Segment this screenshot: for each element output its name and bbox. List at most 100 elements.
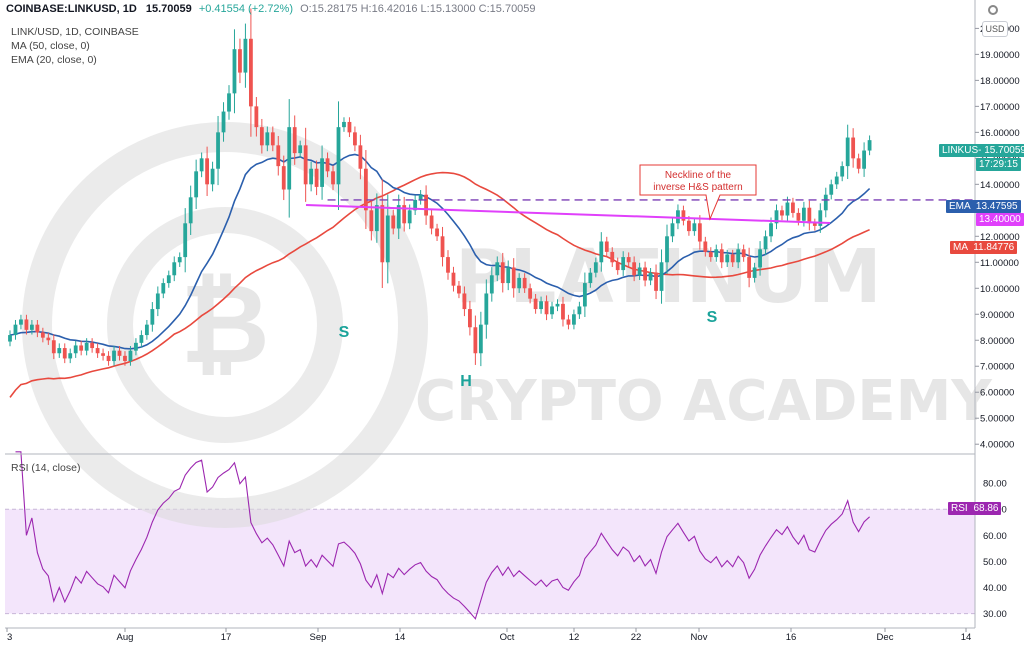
- ma-tag-label: MA: [953, 242, 968, 253]
- candle-body: [582, 283, 587, 307]
- candle-body: [484, 293, 489, 325]
- candle-body: [478, 324, 483, 354]
- candle-body: [374, 205, 379, 232]
- candle-body: [769, 223, 773, 237]
- candle-body: [615, 262, 620, 271]
- ema-line: [9, 153, 871, 350]
- ema-legend-label[interactable]: EMA (20, close, 0): [11, 54, 97, 66]
- candle-body: [353, 132, 357, 146]
- candle-body: [801, 207, 806, 221]
- rsi-layer: [15, 451, 870, 620]
- candle-body: [730, 254, 735, 263]
- candle-body: [19, 319, 23, 325]
- rsi-legend-label[interactable]: RSI (14, close): [11, 462, 81, 474]
- candle-body: [117, 350, 122, 356]
- y-tick-label: 16.00000: [980, 128, 1020, 139]
- candle-body: [210, 168, 215, 185]
- x-tick-label: Nov: [691, 632, 708, 643]
- rsi-tick-label: 50.00: [983, 557, 1007, 568]
- candle-body: [528, 288, 533, 299]
- candle-body: [46, 337, 51, 341]
- watermark-line2: CRYPTO ACADEMY: [415, 369, 993, 434]
- rsi-band: [5, 509, 975, 614]
- candle-body: [561, 303, 565, 320]
- candle-body: [134, 342, 138, 351]
- candle-body: [24, 319, 29, 330]
- candle-body: [320, 158, 324, 187]
- candle-body: [687, 220, 691, 232]
- candle-body: [259, 127, 264, 146]
- ma-tag-value: 11.84776: [973, 242, 1015, 253]
- candle-body: [818, 210, 823, 226]
- candle-body: [648, 272, 653, 281]
- candle-body: [468, 309, 472, 328]
- candle-body: [626, 257, 631, 263]
- candle-body: [287, 127, 292, 190]
- candle-body: [522, 277, 527, 289]
- candle-body: [144, 324, 149, 336]
- header-symbol: COINBASE:LINKUSD, 1D: [6, 3, 137, 15]
- candle-body: [500, 262, 505, 284]
- candle-body: [270, 132, 275, 146]
- candle-body: [254, 106, 259, 128]
- candle-body: [325, 158, 330, 172]
- candle-body: [303, 145, 308, 185]
- rsi-tick-label: 60.00: [983, 531, 1007, 542]
- candle-body: [314, 168, 319, 187]
- x-tick-label: Dec: [877, 632, 894, 643]
- candle-body: [829, 184, 834, 195]
- candle-body: [30, 324, 34, 330]
- candle-body: [172, 262, 177, 276]
- ema-layer: [9, 153, 871, 350]
- candle-body: [57, 348, 62, 354]
- candle-body: [128, 350, 133, 362]
- candle-body: [752, 267, 757, 278]
- candle-body: [249, 38, 253, 107]
- candle-body: [243, 38, 248, 73]
- candle-body: [227, 93, 231, 112]
- candle-body: [544, 301, 549, 315]
- y-tick-label: 10.00000: [980, 284, 1020, 295]
- head-label: H: [460, 373, 472, 390]
- candle-body: [632, 262, 637, 276]
- candle-body: [785, 202, 790, 216]
- candle-body: [150, 309, 155, 325]
- candle-body: [418, 194, 423, 200]
- rsi-tick-label: 80.00: [983, 479, 1007, 490]
- candle-body: [654, 272, 658, 291]
- candle-body: [177, 257, 182, 263]
- candle-body: [62, 348, 67, 359]
- candle-body: [703, 241, 708, 252]
- candle-body: [834, 176, 839, 185]
- candle-body: [780, 210, 784, 216]
- candle-body: [681, 210, 686, 221]
- neckline-callout-box: [639, 164, 757, 221]
- candle-body: [577, 306, 582, 315]
- neckline-trendline: [305, 204, 831, 224]
- candle-body: [566, 319, 571, 325]
- candle-body: [155, 293, 160, 310]
- settings-gear-icon[interactable]: [988, 5, 998, 15]
- candle-body: [506, 267, 511, 284]
- candle-body: [473, 327, 478, 354]
- candle-body: [796, 212, 801, 221]
- candle-body: [697, 223, 702, 242]
- ma-legend-label[interactable]: MA (50, close, 0): [11, 40, 90, 52]
- watermark-coin-symbol: ₿: [180, 260, 270, 388]
- candle-body: [309, 168, 314, 185]
- x-tick-label: 22: [631, 632, 642, 643]
- candle-body: [610, 251, 615, 263]
- candle-body: [489, 275, 494, 294]
- chart-header: COINBASE:LINKUSD, 1D 15.70059 +0.41554 (…: [6, 3, 536, 15]
- rsi-tag-label: RSI: [951, 503, 968, 514]
- candle-body: [451, 272, 456, 286]
- candle-body: [741, 249, 746, 258]
- right-shoulder-label: S: [707, 309, 718, 326]
- candle-body: [572, 314, 576, 325]
- candle-body: [35, 324, 40, 333]
- header-price: 15.70059: [145, 3, 192, 15]
- candle-body: [123, 355, 127, 362]
- currency-button[interactable]: USD: [982, 21, 1008, 37]
- candle-body: [391, 215, 396, 229]
